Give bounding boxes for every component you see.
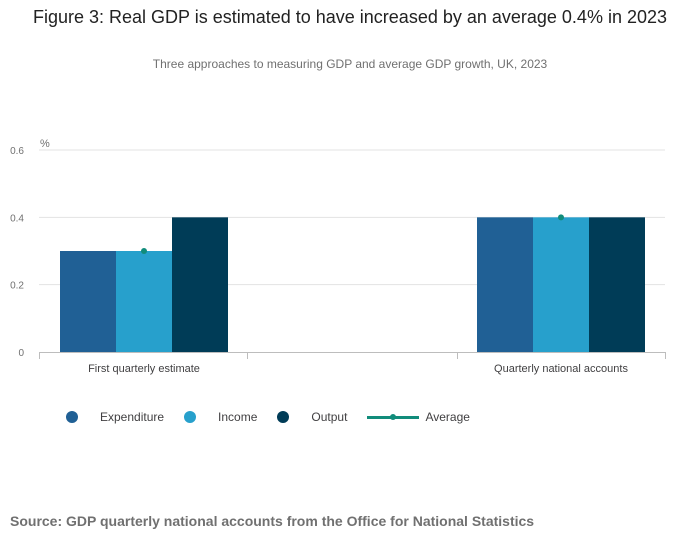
bar-expenditure	[60, 251, 116, 352]
x-tick-label: First quarterly estimate	[88, 363, 200, 375]
chart-legend: Expenditure Income Output Average	[66, 405, 490, 429]
bar-output	[172, 217, 228, 352]
bar-income	[116, 251, 172, 352]
chart-title: Figure 3: Real GDP is estimated to have …	[32, 7, 668, 27]
y-tick-label: 0.4	[10, 213, 24, 224]
chart-subtitle: Three approaches to measuring GDP and av…	[152, 57, 548, 71]
legend-item-output: Output	[277, 410, 347, 424]
y-axis-label: %	[40, 138, 50, 150]
source-note: Source: GDP quarterly national accounts …	[10, 513, 535, 529]
legend-swatch-dot	[277, 411, 290, 423]
bar-output	[589, 217, 645, 352]
legend-label: Output	[311, 410, 348, 424]
legend-item-average: Average	[367, 410, 470, 424]
bar-chart: 0 0.2 0.4 0.6% First quarterly estimate Quart…	[10, 138, 666, 375]
x-tick-label: Quarterly national accounts	[494, 363, 628, 375]
y-tick-label: 0.2	[10, 281, 24, 292]
legend-swatch-dot	[66, 411, 78, 423]
legend-label: Average	[425, 410, 470, 424]
legend-swatch-dot	[184, 411, 197, 423]
legend-item-expenditure: Expenditure	[66, 410, 164, 424]
y-tick-label: 0	[18, 348, 24, 359]
legend-swatch-line	[367, 411, 420, 423]
legend-label: Expenditure	[100, 410, 165, 424]
legend-label: Income	[218, 410, 258, 424]
y-tick-label: 0.6	[10, 146, 24, 157]
bar-income	[533, 217, 589, 352]
legend-item-income: Income	[184, 410, 257, 424]
average-marker	[558, 214, 564, 221]
bar-expenditure	[477, 217, 533, 352]
average-marker	[141, 248, 147, 254]
